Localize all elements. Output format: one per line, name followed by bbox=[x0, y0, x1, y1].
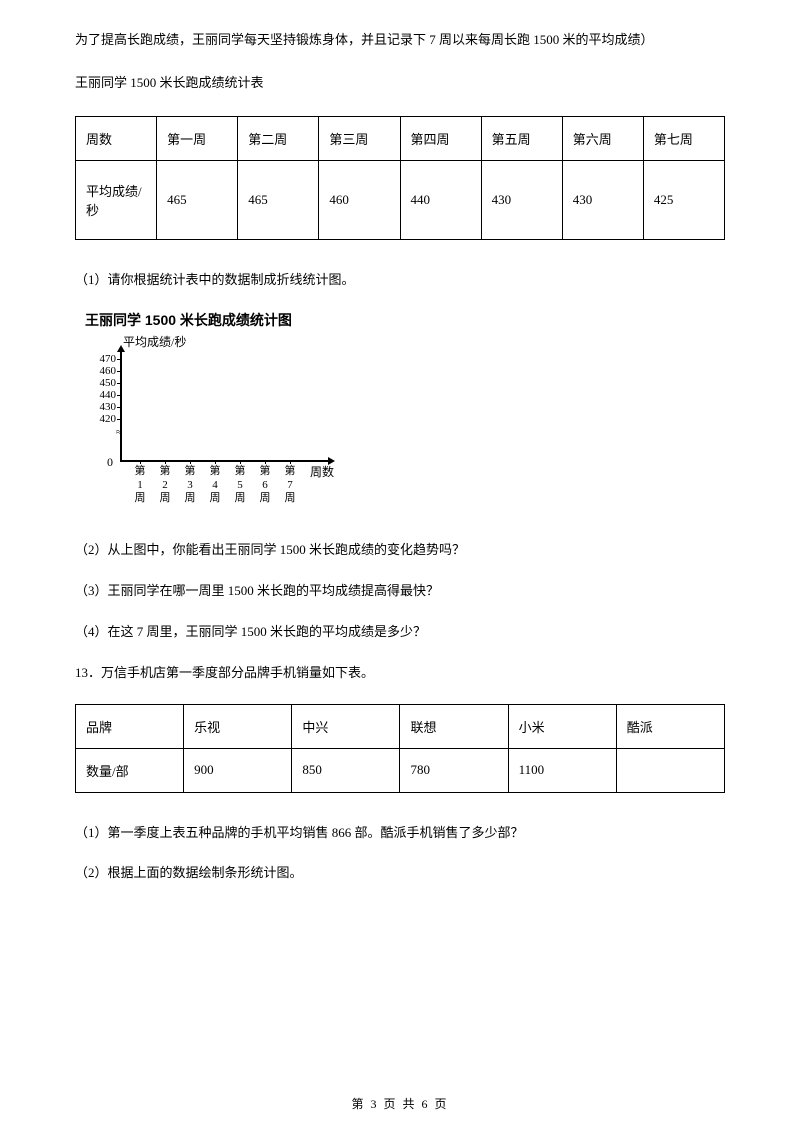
data-cell: 465 bbox=[238, 160, 319, 239]
header-cell: 第五周 bbox=[481, 116, 562, 160]
header-cell: 第三周 bbox=[319, 116, 400, 160]
data-cell: 430 bbox=[562, 160, 643, 239]
table1-caption: 王丽同学 1500 米长跑成绩统计表 bbox=[75, 73, 725, 94]
x-tick-label: 第7周 bbox=[280, 465, 300, 505]
y-tick-mark bbox=[117, 383, 122, 384]
table-row: 品牌 乐视 中兴 联想 小米 酷派 bbox=[76, 704, 725, 748]
x-tick-mark bbox=[140, 460, 141, 464]
table-row: 平均成绩/秒 465 465 460 440 430 430 425 bbox=[76, 160, 725, 239]
chart-container: 王丽同学 1500 米长跑成绩统计图 平均成绩/秒 470 460 450 44… bbox=[85, 310, 725, 485]
data-cell: 1100 bbox=[508, 748, 616, 792]
header-cell: 第二周 bbox=[238, 116, 319, 160]
y-tick-label: 460 bbox=[90, 365, 116, 377]
line-chart-blank: 平均成绩/秒 470 460 450 440 430 420 ≈ 0 第1周 第… bbox=[85, 335, 345, 485]
x-tick-label: 第1周 bbox=[130, 465, 150, 505]
x-tick-mark bbox=[240, 460, 241, 464]
y-tick-label: 440 bbox=[90, 389, 116, 401]
y-tick-mark bbox=[117, 359, 122, 360]
zero-label: 0 bbox=[107, 455, 113, 470]
header-cell: 乐视 bbox=[184, 704, 292, 748]
y-tick-mark bbox=[117, 395, 122, 396]
data-cell: 425 bbox=[643, 160, 724, 239]
y-tick-label: 470 bbox=[90, 353, 116, 365]
data-cell: 430 bbox=[481, 160, 562, 239]
x-tick-mark bbox=[265, 460, 266, 464]
x-tick-mark bbox=[215, 460, 216, 464]
question-2: （2）从上图中，你能看出王丽同学 1500 米长跑成绩的变化趋势吗？ bbox=[75, 540, 725, 561]
data-cell: 460 bbox=[319, 160, 400, 239]
axis-break-icon: ≈ bbox=[116, 430, 122, 436]
y-tick-mark bbox=[117, 419, 122, 420]
data-cell: 440 bbox=[400, 160, 481, 239]
question-13: 13．万信手机店第一季度部分品牌手机销量如下表。 bbox=[75, 663, 725, 684]
x-tick-label: 第2周 bbox=[155, 465, 175, 505]
y-tick-mark bbox=[117, 371, 122, 372]
y-tick-mark bbox=[117, 407, 122, 408]
data-cell: 850 bbox=[292, 748, 400, 792]
x-tick-mark bbox=[190, 460, 191, 464]
y-tick-label: 420 bbox=[90, 413, 116, 425]
data-cell: 465 bbox=[157, 160, 238, 239]
data-cell: 780 bbox=[400, 748, 508, 792]
header-cell: 第六周 bbox=[562, 116, 643, 160]
header-cell: 第四周 bbox=[400, 116, 481, 160]
x-axis-label: 周数 bbox=[310, 463, 334, 480]
x-tick-mark bbox=[290, 460, 291, 464]
data-cell: 900 bbox=[184, 748, 292, 792]
y-tick-label: 430 bbox=[90, 401, 116, 413]
x-tick-label: 第3周 bbox=[180, 465, 200, 505]
data-cell: 平均成绩/秒 bbox=[76, 160, 157, 239]
question-13-2: （2）根据上面的数据绘制条形统计图。 bbox=[75, 863, 725, 884]
chart-title: 王丽同学 1500 米长跑成绩统计图 bbox=[85, 310, 725, 330]
header-cell: 酷派 bbox=[616, 704, 724, 748]
header-cell: 小米 bbox=[508, 704, 616, 748]
header-cell: 第七周 bbox=[643, 116, 724, 160]
question-1: （1）请你根据统计表中的数据制成折线统计图。 bbox=[75, 270, 725, 291]
intro-text: 为了提高长跑成绩，王丽同学每天坚持锻炼身体，并且记录下 7 周以来每周长跑 15… bbox=[75, 30, 725, 51]
table-phone-sales: 品牌 乐视 中兴 联想 小米 酷派 数量/部 900 850 780 1100 bbox=[75, 704, 725, 793]
x-tick-label: 第4周 bbox=[205, 465, 225, 505]
header-cell: 联想 bbox=[400, 704, 508, 748]
table-row: 数量/部 900 850 780 1100 bbox=[76, 748, 725, 792]
question-13-1: （1）第一季度上表五种品牌的手机平均销售 866 部。酷派手机销售了多少部？ bbox=[75, 823, 725, 844]
header-cell: 品牌 bbox=[76, 704, 184, 748]
header-cell: 周数 bbox=[76, 116, 157, 160]
x-axis-line bbox=[120, 460, 330, 462]
data-cell: 数量/部 bbox=[76, 748, 184, 792]
y-tick-label: 450 bbox=[90, 377, 116, 389]
header-cell: 第一周 bbox=[157, 116, 238, 160]
header-cell: 中兴 bbox=[292, 704, 400, 748]
question-3: （3）王丽同学在哪一周里 1500 米长跑的平均成绩提高得最快？ bbox=[75, 581, 725, 602]
x-tick-label: 第6周 bbox=[255, 465, 275, 505]
data-cell bbox=[616, 748, 724, 792]
y-axis-line bbox=[120, 347, 122, 462]
question-4: （4）在这 7 周里，王丽同学 1500 米长跑的平均成绩是多少？ bbox=[75, 622, 725, 643]
x-tick-mark bbox=[165, 460, 166, 464]
table-row: 周数 第一周 第二周 第三周 第四周 第五周 第六周 第七周 bbox=[76, 116, 725, 160]
y-axis-label: 平均成绩/秒 bbox=[123, 333, 186, 350]
page-footer: 第 3 页 共 6 页 bbox=[0, 1095, 800, 1112]
table-running-results: 周数 第一周 第二周 第三周 第四周 第五周 第六周 第七周 平均成绩/秒 46… bbox=[75, 116, 725, 240]
x-tick-label: 第5周 bbox=[230, 465, 250, 505]
